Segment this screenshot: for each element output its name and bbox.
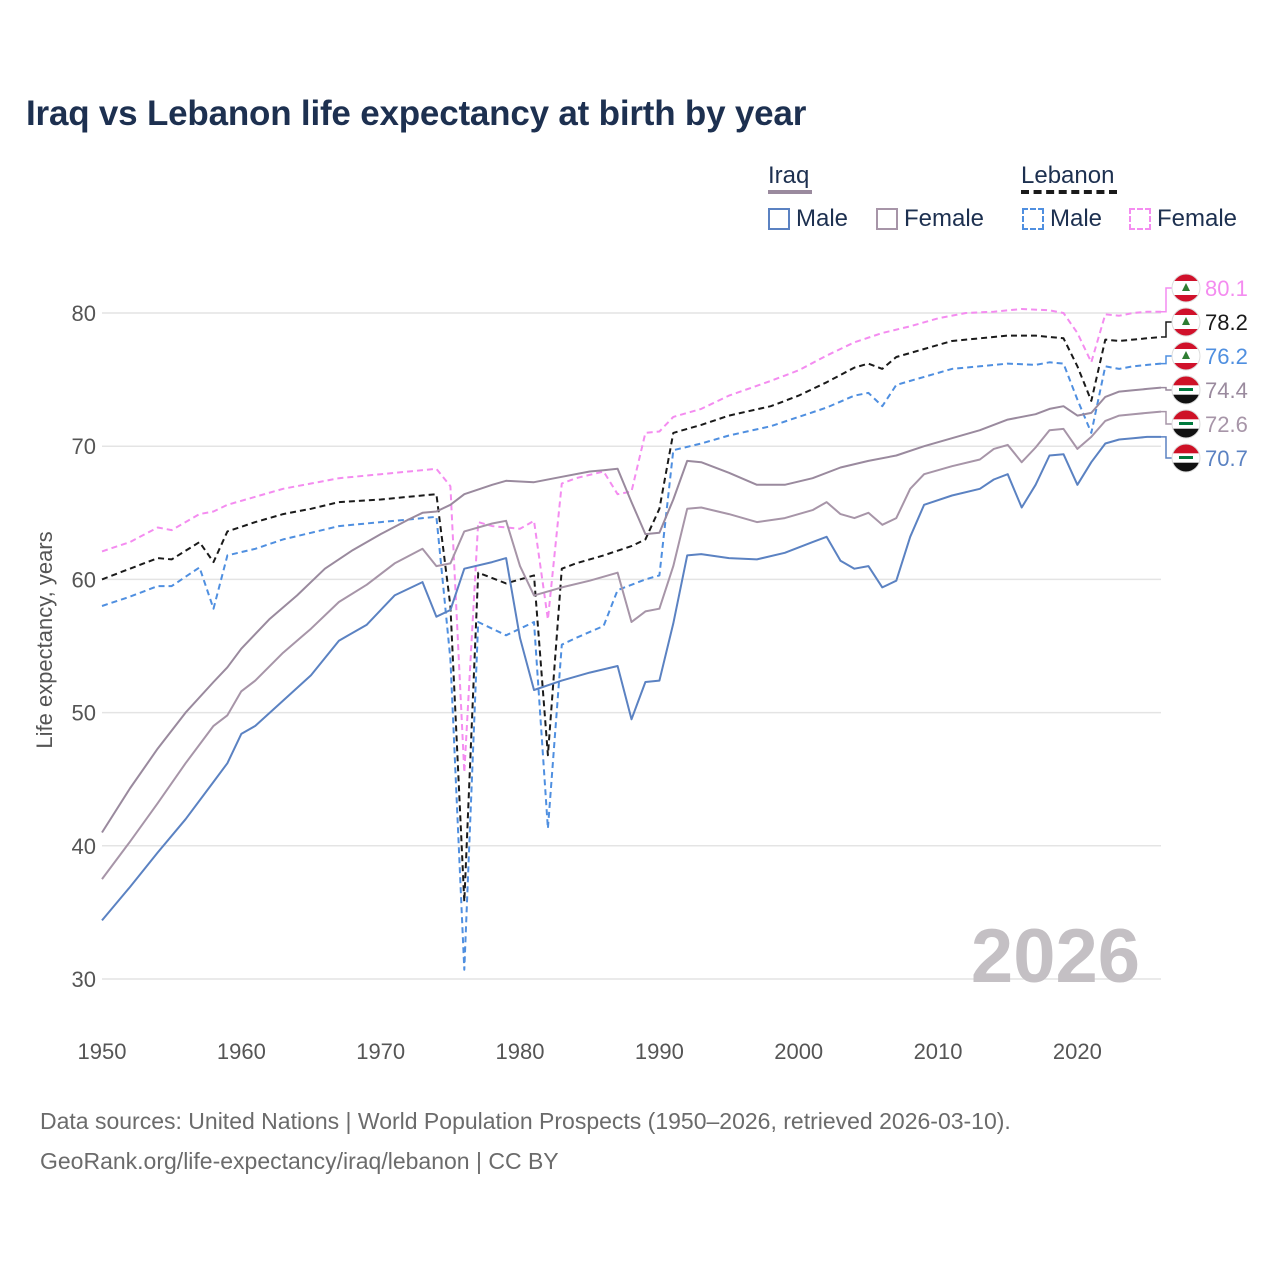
iraq-flag-icon: [1171, 443, 1201, 473]
lebanon-flag-icon: [1171, 307, 1201, 337]
legend-group-iraq: Iraq: [768, 162, 809, 190]
y-tick-label: 40: [72, 834, 96, 859]
legend-iraq-line: [768, 190, 812, 194]
end-connector-iraq-female: [1161, 410, 1172, 425]
y-tick-label: 30: [72, 967, 96, 992]
legend-lebanon-line: [1021, 190, 1117, 194]
x-tick-label: 1960: [217, 1039, 266, 1064]
lebanon-flag-icon: [1171, 273, 1201, 303]
end-label-iraq-female: 72.6: [1205, 412, 1248, 437]
iraq-flag-icon: [1171, 375, 1201, 405]
iraq-flag-icon: [1171, 409, 1201, 439]
end-label-lebanon-male: 76.2: [1205, 344, 1248, 369]
end-label-lebanon-female: 80.1: [1205, 276, 1248, 301]
legend-iraq-female-swatch: [876, 208, 898, 230]
series-group: [101, 308, 1162, 971]
end-connector-lebanon-male: [1161, 355, 1172, 365]
end-connector-lebanon-total: [1161, 321, 1172, 338]
y-axis-label: Life expectancy, years: [32, 531, 57, 748]
grid: [102, 312, 1161, 980]
legend-iraq-label: Iraq: [768, 162, 810, 189]
end-connector-iraq-total: [1161, 386, 1172, 391]
x-tick-label: 1980: [496, 1039, 545, 1064]
series-line-iraq-male: [101, 435, 1161, 922]
end-label-iraq-male: 70.7: [1205, 446, 1248, 471]
legend-group-lebanon: Lebanon: [1021, 162, 1114, 190]
legend-lebanon-female-swatch: [1129, 208, 1151, 230]
y-tick-label: 70: [72, 434, 96, 459]
chart-title: Iraq vs Lebanon life expectancy at birth…: [26, 94, 807, 133]
legend-lebanon-male-label: Male: [1050, 205, 1103, 232]
series-line-iraq-female: [101, 410, 1162, 880]
legend-lebanon-female[interactable]: Female: [1129, 205, 1237, 233]
source-line-1: Data sources: United Nations | World Pop…: [40, 1108, 1011, 1134]
series-line-lebanon-total: [101, 334, 1162, 903]
series-line-lebanon-female: [101, 308, 1161, 774]
end-label-iraq-total: 74.4: [1205, 378, 1248, 403]
legend-iraq-male-label: Male: [796, 205, 849, 232]
source-line-2[interactable]: GeoRank.org/life-expectancy/iraq/lebanon…: [40, 1148, 559, 1174]
legend-iraq-male-swatch: [768, 208, 790, 230]
legend-iraq-female-label: Female: [904, 205, 985, 232]
x-axis: 1950 1960 1970 1980 1990 2000 2010 2020: [78, 1039, 1102, 1064]
y-tick-label: 50: [72, 701, 96, 726]
legend-lebanon-label: Lebanon: [1021, 162, 1115, 189]
series-line-lebanon-male: [101, 361, 1162, 971]
y-axis: 30 40 50 60 70 80: [72, 301, 96, 992]
end-connector-iraq-male: [1161, 436, 1172, 459]
series-line-iraq-total: [101, 386, 1162, 834]
end-labels: 80.1 78.2 76.2 74.4 72.6 70.7: [1161, 273, 1248, 473]
x-tick-label: 2000: [774, 1039, 823, 1064]
x-tick-label: 2010: [914, 1039, 963, 1064]
x-tick-label: 1950: [78, 1039, 127, 1064]
x-tick-label: 1970: [356, 1039, 405, 1064]
x-tick-label: 2020: [1053, 1039, 1102, 1064]
y-tick-label: 60: [72, 567, 96, 592]
end-label-lebanon-total: 78.2: [1205, 310, 1248, 335]
legend-iraq-female[interactable]: Female: [876, 205, 984, 233]
end-connector-lebanon-female: [1161, 287, 1172, 313]
x-tick-label: 1990: [635, 1039, 684, 1064]
legend-iraq-male[interactable]: Male: [768, 205, 848, 233]
legend-lebanon-male[interactable]: Male: [1022, 205, 1102, 233]
legend-lebanon-female-label: Female: [1157, 205, 1238, 232]
lebanon-flag-icon: [1171, 341, 1201, 371]
legend-lebanon-male-swatch: [1022, 208, 1044, 230]
current-year-watermark: 2026: [971, 914, 1140, 999]
y-tick-label: 80: [72, 301, 96, 326]
